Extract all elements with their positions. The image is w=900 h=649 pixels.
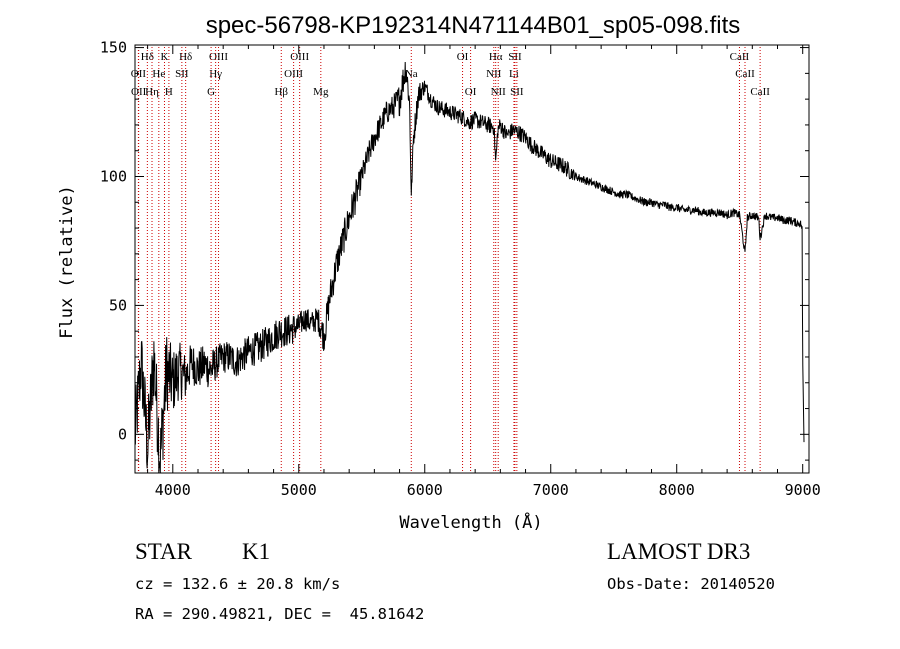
spectrum-line [134, 61, 805, 474]
marker-label: Hη [145, 86, 159, 98]
object-subclass: K1 [242, 539, 271, 564]
marker-label: Mg [313, 86, 329, 98]
chart-title: spec-56798-KP192314N471144B01_sp05-098.f… [206, 12, 741, 39]
x-tick-label: 5000 [281, 481, 317, 499]
marker-label: G [207, 86, 215, 98]
marker-label: SII [510, 86, 524, 98]
marker-label: SII [175, 68, 189, 80]
coordinates-text: RA = 290.49821, DEC = 45.81642 [135, 605, 425, 623]
marker-label: NII [491, 86, 507, 98]
marker-label: CaII [730, 51, 750, 63]
marker-label: OI [457, 51, 469, 63]
marker-label: Hδ [141, 51, 154, 63]
y-tick-label: 150 [100, 39, 127, 57]
y-axis-ticks: 0 50 100 150 [100, 39, 809, 461]
marker-label: He [152, 68, 165, 80]
survey-name: LAMOST DR3 [607, 539, 751, 564]
x-tick-label: 4000 [155, 481, 191, 499]
marker-label: OIII [284, 68, 303, 80]
marker-label: Li [509, 68, 519, 80]
marker-label: K [161, 51, 169, 63]
marker-label: Hα [489, 51, 503, 63]
x-tick-label: 6000 [407, 481, 443, 499]
marker-label: CaII [735, 68, 755, 80]
y-tick-label: 100 [100, 167, 127, 185]
marker-label: SII [508, 51, 522, 63]
x-axis-ticks: 4000 5000 6000 7000 8000 9000 [147, 45, 821, 499]
object-class: STAR [135, 539, 192, 564]
marker-label: Hβ [274, 86, 288, 98]
x-tick-label: 7000 [533, 481, 569, 499]
marker-label: CaII [750, 86, 770, 98]
y-tick-label: 50 [109, 296, 127, 314]
marker-label: OII [131, 86, 147, 98]
line-markers: Hδ K Hδ OIII OIII OI Hα SII CaII OII He SII Hγ OIII Na… [131, 47, 770, 473]
y-axis-label: Flux (relative) [57, 185, 77, 339]
marker-label: Hδ [179, 51, 192, 63]
marker-label: Na [405, 68, 418, 80]
obs-date-text: Obs-Date: 20140520 [607, 575, 775, 593]
x-tick-label: 9000 [785, 481, 821, 499]
y-tick-label: 0 [118, 425, 127, 443]
marker-label: Hγ [209, 68, 222, 80]
marker-label: OI [465, 86, 477, 98]
marker-label: OIII [290, 51, 309, 63]
x-tick-label: 8000 [659, 481, 695, 499]
marker-label: H [165, 86, 173, 98]
x-axis-label: Wavelength (Å) [399, 511, 542, 533]
marker-label: NII [486, 68, 502, 80]
redshift-text: cz = 132.6 ± 20.8 km/s [135, 575, 341, 593]
marker-label: OIII [209, 51, 228, 63]
plot-frame [134, 44, 810, 474]
